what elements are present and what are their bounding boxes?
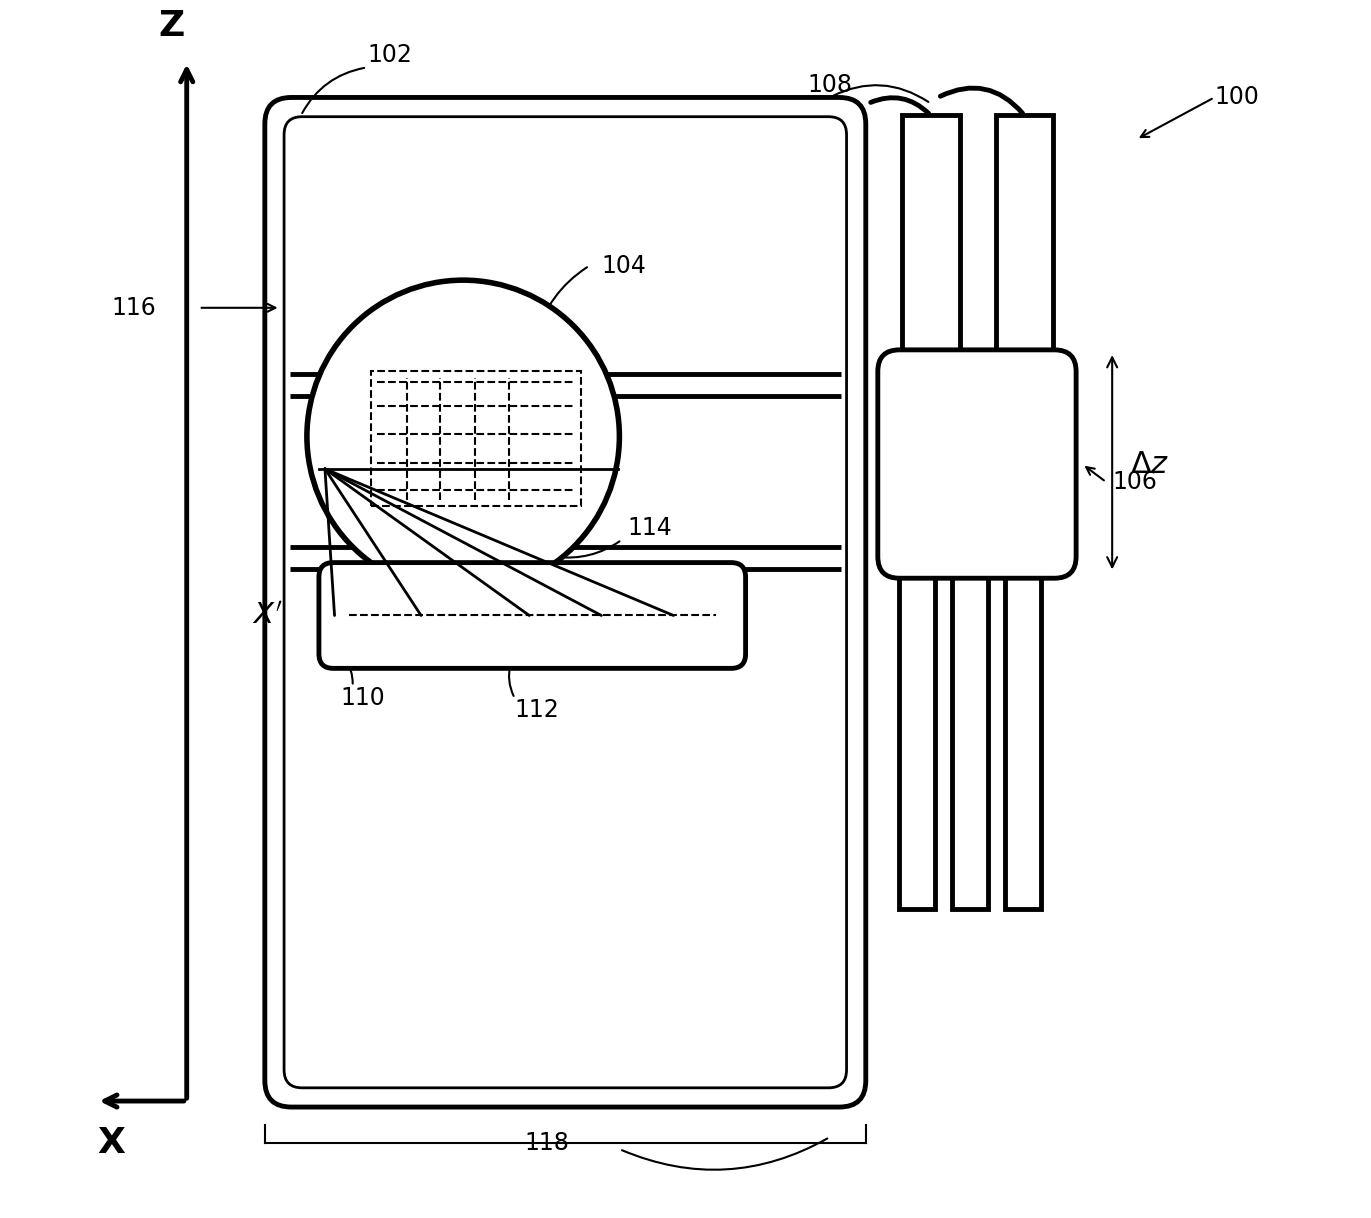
Text: 116: 116 bbox=[112, 296, 156, 320]
Bar bbox=[902, 116, 960, 501]
Bar bbox=[1005, 572, 1041, 909]
Text: 112: 112 bbox=[515, 698, 559, 722]
Bar bbox=[953, 572, 988, 909]
FancyBboxPatch shape bbox=[284, 117, 846, 1088]
Bar bbox=[995, 116, 1053, 501]
FancyBboxPatch shape bbox=[319, 563, 746, 669]
FancyBboxPatch shape bbox=[265, 97, 865, 1107]
Text: X: X bbox=[97, 1127, 125, 1160]
Text: 118: 118 bbox=[525, 1132, 570, 1155]
Text: $X'$: $X'$ bbox=[252, 602, 282, 630]
Text: 114: 114 bbox=[628, 515, 673, 540]
Bar bbox=[899, 572, 935, 909]
Text: 102: 102 bbox=[367, 44, 411, 67]
Text: 108: 108 bbox=[808, 73, 853, 97]
Text: Z: Z bbox=[158, 10, 184, 44]
Bar bbox=[370, 371, 581, 507]
Text: 106: 106 bbox=[1112, 470, 1157, 495]
Circle shape bbox=[307, 280, 620, 593]
Text: 110: 110 bbox=[340, 687, 385, 710]
Text: 104: 104 bbox=[602, 253, 646, 278]
Text: $\Delta z$: $\Delta z$ bbox=[1130, 449, 1169, 479]
FancyBboxPatch shape bbox=[877, 350, 1076, 579]
Text: 100: 100 bbox=[1215, 85, 1259, 110]
